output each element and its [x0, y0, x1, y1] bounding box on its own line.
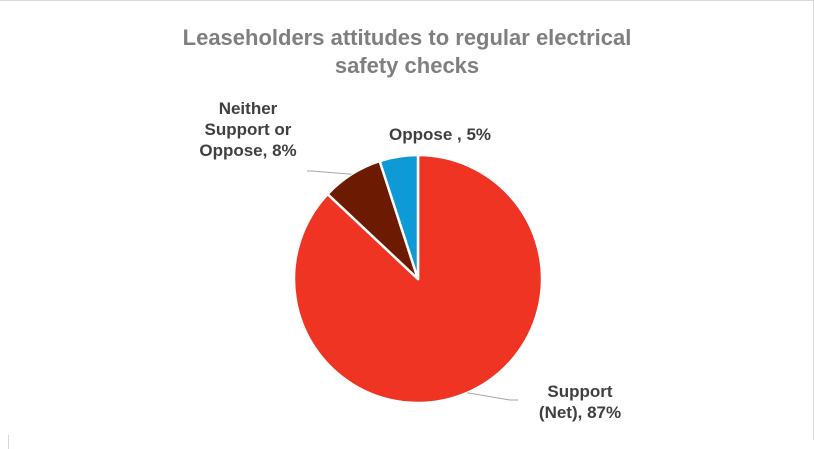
leader-line-support — [467, 392, 518, 401]
frame-border-left — [8, 435, 9, 449]
slice-label-support: Support (Net), 87% — [538, 382, 622, 422]
chart-title: Leaseholders attitudes to regular electr… — [182, 25, 632, 78]
slice-label-neither: Neither Support or Oppose, 8% — [199, 99, 297, 160]
pie-slice-oppose — [378, 153, 420, 281]
frame-border-top — [0, 0, 814, 1]
slice-label-oppose: Oppose , 5% — [388, 125, 492, 144]
pie-slice-support — [292, 153, 544, 405]
leader-line-neither — [307, 170, 352, 175]
